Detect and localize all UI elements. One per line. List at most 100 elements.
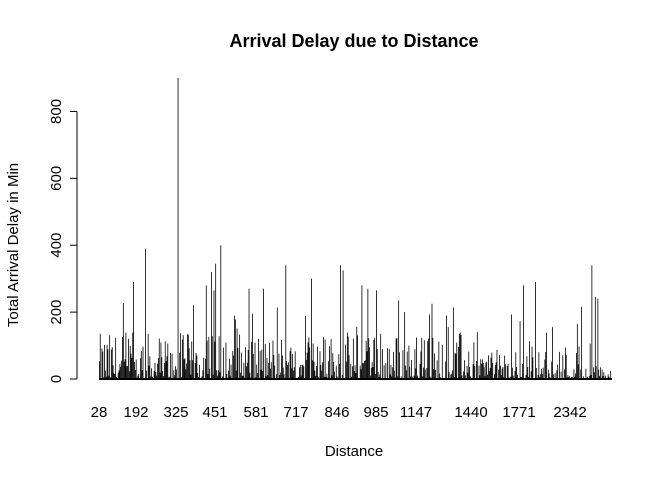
bar [113,373,115,379]
bar [222,347,224,379]
x-axis-tick-label: 325 [163,404,188,421]
bar [527,366,529,379]
bar [441,344,443,379]
bar [258,338,259,379]
bar [483,367,485,379]
x-axis-tick-label: 2342 [553,404,586,421]
bar [330,338,332,379]
bar [542,367,544,379]
bar [331,375,333,379]
bar [411,376,413,379]
bar [294,351,296,379]
bar [372,366,374,379]
bar [305,359,307,379]
bar [455,353,457,379]
bar [432,337,434,379]
bar [237,347,239,379]
bar [308,337,310,379]
bar [328,361,329,379]
bar [326,373,328,379]
bar [133,282,134,379]
bar [300,375,302,379]
bar [147,333,149,379]
bar [411,359,412,379]
bar [423,367,424,379]
bar [385,362,387,379]
bar [131,357,133,379]
bar [102,351,104,379]
bar [594,297,596,379]
bar [481,363,482,379]
bar [186,363,188,379]
bar [209,368,211,379]
bar [169,352,171,379]
bar [117,372,119,379]
bar [155,371,157,379]
bar [489,367,491,379]
bar [476,360,477,379]
bar [387,348,388,379]
bar [179,352,181,379]
x-axis-label: Distance [325,443,383,460]
bar [321,370,323,379]
bar [500,374,502,379]
bar [376,348,378,379]
bar [535,282,536,379]
bar [522,363,524,379]
bar [532,357,534,379]
bar [340,265,341,379]
bar [473,342,475,379]
bar [370,375,371,379]
bar [373,339,375,379]
bar [145,248,146,379]
x-axis-tick-label: 1147 [400,404,432,421]
bar [429,376,431,379]
bar [439,373,441,379]
bar [121,360,123,379]
bar [325,376,327,379]
bar [486,361,488,379]
bar [99,361,100,379]
bar [219,372,221,379]
bar [500,365,501,379]
bar [216,370,217,379]
bar [119,363,121,379]
bar [541,373,543,379]
bar [171,353,173,379]
bar [396,338,398,379]
bar [378,376,380,379]
bar [496,349,498,379]
bar [422,376,423,379]
bar [242,375,244,379]
bar [526,356,528,379]
bar [494,374,495,379]
bar [515,352,517,379]
bar [460,334,462,379]
bar [239,334,241,379]
bar [260,369,262,379]
bar [266,357,268,379]
bar [576,323,578,379]
bar [560,371,562,379]
bar [276,307,278,379]
bar [405,365,406,379]
bar [495,362,497,379]
bar [158,357,159,379]
bar [350,363,352,379]
bar [504,355,506,379]
bar [608,376,610,379]
y-axis-tick-label: 200 [48,300,65,325]
bar [115,337,117,379]
bar [305,316,306,379]
bar [329,346,330,379]
bar [274,365,276,379]
bar [101,348,103,379]
bar [512,375,514,379]
bar [249,372,251,379]
bar [158,338,160,379]
bar [197,372,199,379]
bar [246,366,247,379]
bar [241,375,243,379]
bar [427,341,429,379]
